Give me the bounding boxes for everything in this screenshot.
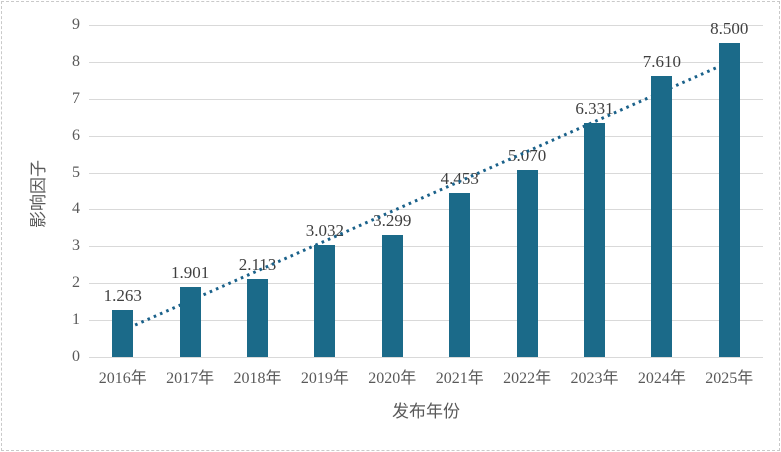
x-tick-label: 2016年: [98, 370, 147, 387]
y-tick-label: 7: [72, 89, 80, 107]
gridline: [89, 25, 763, 26]
gridline: [89, 320, 763, 322]
bar-2019年: [314, 245, 336, 357]
y-tick-label: 5: [72, 163, 80, 181]
bar-2020年: [381, 235, 403, 357]
x-tick-label: 2025年: [705, 370, 754, 387]
bar-2024年: [651, 76, 673, 357]
value-label: 3.299: [373, 211, 412, 231]
gridline: [89, 246, 763, 248]
value-label: 2.113: [238, 255, 277, 275]
x-axis-title: 发布年份: [392, 402, 460, 421]
value-label: 8.500: [710, 19, 749, 39]
y-tick-label: 9: [72, 16, 80, 33]
x-tick-label: 2024年: [637, 370, 686, 387]
bar-2023年: [584, 123, 605, 357]
y-tick-label: 2: [72, 274, 80, 292]
gridline: [89, 209, 763, 211]
x-tick-label: 2023年: [570, 370, 619, 387]
bar-2022年: [516, 169, 538, 357]
value-label: 5.070: [507, 145, 547, 165]
bar-2018年: [247, 279, 268, 357]
bar-2021年: [449, 192, 471, 357]
x-tick-label: 2017年: [166, 370, 215, 387]
value-label: 1.263: [103, 286, 142, 306]
bar-2025年: [718, 43, 740, 357]
x-tick-label: 2022年: [503, 370, 552, 387]
gridline: [89, 135, 763, 137]
gridline: [89, 357, 763, 358]
trendline: [122, 60, 730, 332]
gridline: [89, 172, 763, 174]
y-tick-label: 6: [72, 126, 80, 144]
x-tick-label: 2019年: [300, 370, 349, 387]
bar-2016年: [112, 310, 134, 357]
value-label: 4.453: [440, 168, 479, 188]
trendline-path: [122, 60, 730, 332]
value-label: 6.331: [575, 99, 614, 119]
gridline: [89, 283, 763, 285]
y-tick-label: 4: [72, 200, 80, 218]
value-label: 1.901: [170, 262, 210, 282]
x-tick-label: 2020年: [368, 370, 417, 387]
value-label: 7.610: [642, 52, 682, 72]
bar-2017年: [179, 286, 201, 357]
y-tick-label: 8: [72, 52, 80, 70]
x-tick-label: 2021年: [435, 370, 484, 387]
gridline: [89, 61, 763, 63]
plot-area: 1.263 1.901 2.113 3.032 3.299 4.453 5.070 6.331…: [89, 19, 763, 358]
y-tick-label: 3: [72, 237, 80, 255]
y-tick-label: 0: [72, 348, 80, 365]
gridline: [89, 98, 763, 100]
x-tick-label: 2018年: [233, 370, 282, 387]
y-tick-label: 1: [72, 311, 80, 329]
